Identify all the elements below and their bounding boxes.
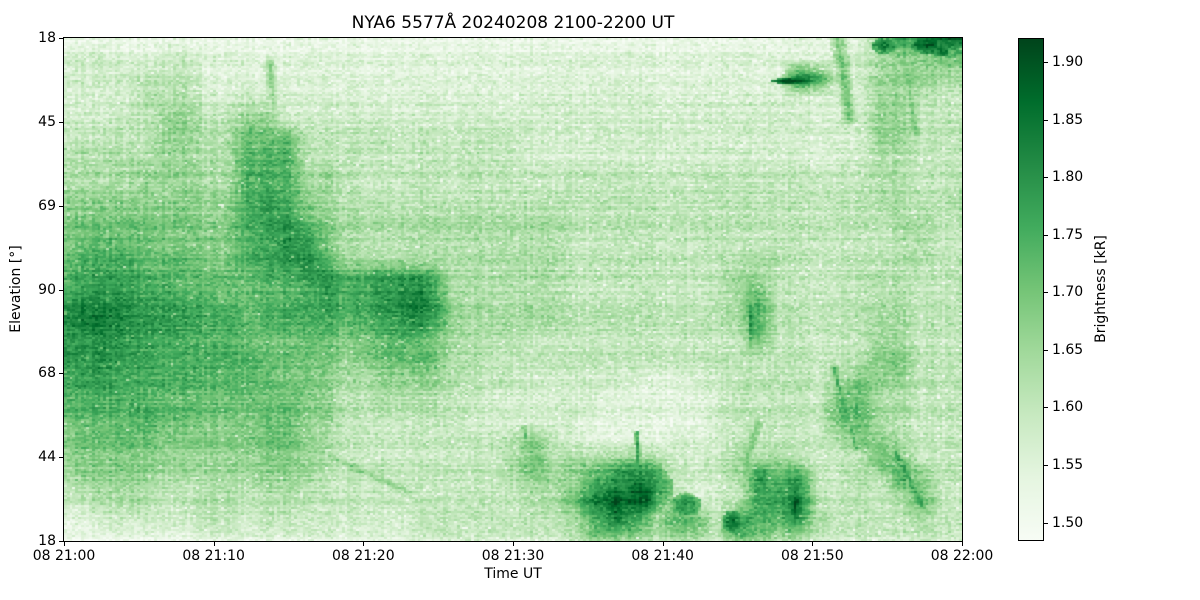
colorbar-tick-label: 1.75 xyxy=(1052,226,1084,243)
y-tick-mark xyxy=(59,289,63,291)
x-tick-mark xyxy=(64,542,65,546)
colorbar-tick-mark xyxy=(1044,62,1048,64)
colorbar-tick-label: 1.65 xyxy=(1052,341,1084,358)
colorbar-tick-label: 1.50 xyxy=(1052,514,1084,531)
colorbar-tick-mark xyxy=(1044,349,1048,351)
colorbar-tick-mark xyxy=(1044,465,1048,467)
colorbar-tick-label: 1.90 xyxy=(1052,54,1084,71)
y-tick-mark xyxy=(59,38,63,39)
x-tick-label: 08 21:50 xyxy=(781,548,844,564)
keogram-heatmap xyxy=(64,38,962,541)
x-tick-label: 08 21:30 xyxy=(481,548,545,564)
y-tick-mark xyxy=(59,373,63,375)
colorbar-tick-label: 1.60 xyxy=(1052,399,1084,416)
colorbar-tick-mark xyxy=(1044,407,1048,409)
colorbar-label: Brightness [kR] xyxy=(1093,235,1109,343)
x-tick-label: 08 21:10 xyxy=(182,548,245,564)
x-tick-label: 08 21:40 xyxy=(631,548,694,564)
colorbar-tick-label: 1.70 xyxy=(1052,284,1084,301)
x-tick-mark xyxy=(962,542,963,546)
x-tick-mark xyxy=(812,542,814,546)
colorbar-tick-mark xyxy=(1044,177,1048,179)
y-tick-label: 68 xyxy=(38,365,56,382)
colorbar-tick-label: 1.85 xyxy=(1052,111,1084,128)
y-tick-mark xyxy=(59,541,63,542)
y-axis-label: Elevation [°] xyxy=(8,245,24,333)
y-tick-label: 90 xyxy=(38,281,56,298)
colorbar xyxy=(1018,38,1044,541)
x-axis-label: Time UT xyxy=(484,566,542,582)
y-tick-label: 44 xyxy=(38,449,56,466)
y-tick-mark xyxy=(59,205,63,207)
x-tick-label: 08 21:00 xyxy=(32,548,96,564)
x-tick-label: 08 22:00 xyxy=(930,548,994,564)
x-tick-mark xyxy=(213,542,215,546)
x-tick-mark xyxy=(662,542,664,546)
x-tick-mark xyxy=(513,542,514,546)
chart-title: NYA6 5577Å 20240208 2100-2200 UT xyxy=(351,13,675,33)
colorbar-tick-mark xyxy=(1044,119,1048,121)
colorbar-tick-mark xyxy=(1044,234,1048,236)
colorbar-tick-mark xyxy=(1044,292,1048,294)
y-tick-mark xyxy=(59,457,63,459)
x-tick-mark xyxy=(363,542,365,546)
y-tick-label: 18 xyxy=(38,533,56,549)
y-tick-label: 69 xyxy=(38,197,56,214)
colorbar-tick-mark xyxy=(1044,522,1048,524)
y-tick-label: 45 xyxy=(38,113,56,130)
y-tick-label: 18 xyxy=(38,30,56,46)
colorbar-tick-label: 1.80 xyxy=(1052,169,1084,186)
y-tick-mark xyxy=(59,121,63,123)
colorbar-tick-label: 1.55 xyxy=(1052,457,1084,474)
x-tick-label: 08 21:20 xyxy=(332,548,395,564)
